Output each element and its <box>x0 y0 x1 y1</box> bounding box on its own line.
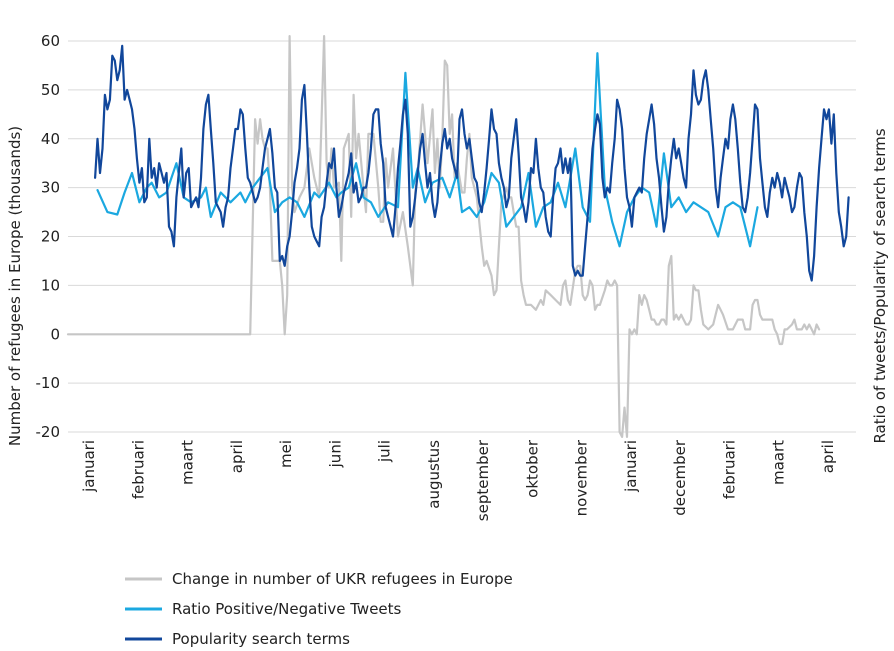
series-line-1 <box>96 52 759 248</box>
x-tick-label: februari <box>129 440 147 499</box>
x-tick-label: augustus <box>425 440 443 509</box>
y-axis-title-right: Ratio of tweets/Popularity of search ter… <box>871 128 889 443</box>
y-tick-label: 10 <box>41 276 60 294</box>
legend-label: Ratio Positive/Negative Tweets <box>172 600 402 618</box>
x-tick-label: juli <box>376 440 394 463</box>
legend-label: Popularity search terms <box>172 630 350 648</box>
y-tick-label: 50 <box>41 81 60 99</box>
x-tick-label: december <box>671 439 689 516</box>
x-tick-label: januari <box>622 440 640 493</box>
x-tick-label: september <box>474 439 492 521</box>
y-tick-label: 0 <box>50 325 60 343</box>
x-tick-label: november <box>573 439 591 516</box>
gridlines <box>68 40 856 433</box>
y-tick-label: 20 <box>41 228 60 246</box>
y-axis-ticks: -20 -10 0 10 20 30 40 50 60 <box>36 32 61 441</box>
x-tick-label: maart <box>770 440 788 485</box>
x-tick-label: mei <box>277 440 295 468</box>
x-tick-label: januari <box>80 440 98 493</box>
y-tick-label: -10 <box>36 374 61 392</box>
x-tick-label: februari <box>720 440 738 499</box>
legend: Change in number of UKR refugees in Euro… <box>125 570 513 648</box>
x-tick-label: maart <box>179 440 197 485</box>
series-line-0 <box>66 35 821 438</box>
x-tick-label: oktober <box>523 439 541 498</box>
series-lines <box>66 35 850 438</box>
y-tick-label: 40 <box>41 130 60 148</box>
legend-label: Change in number of UKR refugees in Euro… <box>172 570 513 588</box>
x-tick-label: juni <box>326 440 344 468</box>
y-tick-label: 30 <box>41 179 60 197</box>
y-axis-title-left: Number of refugees in Europe (thousands) <box>6 126 24 446</box>
x-tick-label: april <box>819 440 837 473</box>
y-tick-label: -20 <box>36 423 61 441</box>
y-tick-label: 60 <box>41 32 60 50</box>
series-line-2 <box>94 44 850 282</box>
x-tick-label: april <box>228 440 246 473</box>
x-axis-ticks: januari februari maart april mei juni juli augu… <box>80 439 837 521</box>
